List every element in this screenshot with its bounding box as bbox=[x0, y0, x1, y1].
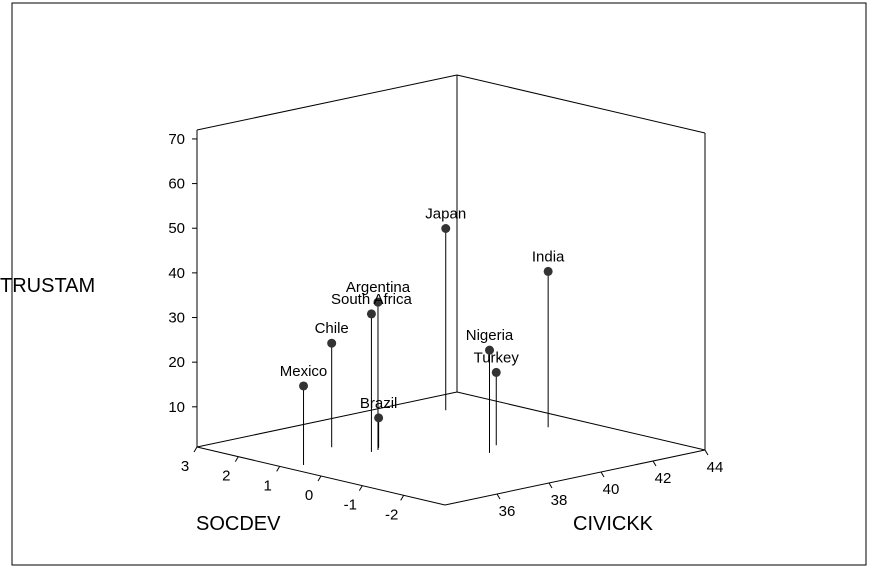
y-tick bbox=[548, 482, 553, 489]
point-label: Japan bbox=[425, 205, 466, 222]
point bbox=[373, 297, 383, 307]
chart-frame bbox=[11, 2, 867, 566]
point bbox=[374, 413, 384, 423]
box-edge bbox=[196, 74, 458, 131]
box-edge bbox=[456, 391, 706, 451]
x-tick-label: 0 bbox=[305, 487, 313, 504]
point-label: Argentina bbox=[346, 279, 411, 296]
x-tick bbox=[358, 485, 363, 491]
point-label: Turkey bbox=[474, 349, 520, 366]
point bbox=[485, 345, 495, 355]
point-label: Brazil bbox=[360, 395, 398, 412]
x-tick-label: -2 bbox=[385, 506, 398, 523]
y-axis-label: CIVICKK bbox=[573, 513, 654, 535]
y-tick bbox=[600, 471, 605, 478]
y-tick bbox=[496, 493, 501, 500]
point-label: Nigeria bbox=[466, 327, 514, 344]
point bbox=[491, 367, 501, 377]
z-axis-label: TRUSTAM bbox=[0, 275, 95, 297]
y-tick-label: 42 bbox=[655, 470, 672, 487]
z-tick-label: 40 bbox=[168, 265, 185, 282]
y-tick-label: 40 bbox=[603, 481, 620, 498]
x-axis-label: SOCDEV bbox=[196, 513, 281, 535]
point bbox=[366, 309, 376, 319]
x-tick-label: 3 bbox=[181, 458, 189, 475]
point-label: India bbox=[532, 248, 565, 265]
x-tick-label: -1 bbox=[344, 497, 357, 514]
z-tick-label: 50 bbox=[168, 220, 185, 237]
point-label: South Africa bbox=[331, 291, 413, 308]
y-tick bbox=[652, 460, 657, 467]
box-edge bbox=[196, 391, 458, 448]
x-tick bbox=[193, 446, 198, 453]
z-tick-label: 30 bbox=[168, 310, 185, 327]
y-tick-label: 38 bbox=[551, 492, 568, 509]
x-tick bbox=[317, 475, 322, 482]
y-tick-label: 44 bbox=[707, 459, 724, 476]
box-edge bbox=[444, 449, 706, 506]
box-edge bbox=[456, 74, 706, 134]
x-tick-label: 1 bbox=[263, 477, 271, 494]
x-tick bbox=[276, 466, 281, 472]
x-tick-label: 2 bbox=[222, 468, 230, 485]
z-tick-label: 10 bbox=[168, 399, 185, 416]
point bbox=[327, 338, 337, 348]
x-tick bbox=[400, 495, 405, 501]
z-tick-label: 60 bbox=[168, 176, 185, 193]
point-label: Chile bbox=[315, 320, 349, 337]
z-tick-label: 20 bbox=[168, 354, 185, 371]
z-tick-label: 70 bbox=[168, 131, 185, 148]
point bbox=[543, 266, 553, 276]
point bbox=[441, 223, 451, 233]
y-tick bbox=[704, 449, 709, 456]
x-tick bbox=[234, 456, 239, 462]
point bbox=[299, 381, 309, 391]
y-tick-label: 36 bbox=[499, 503, 516, 520]
point-label: Mexico bbox=[280, 363, 328, 380]
